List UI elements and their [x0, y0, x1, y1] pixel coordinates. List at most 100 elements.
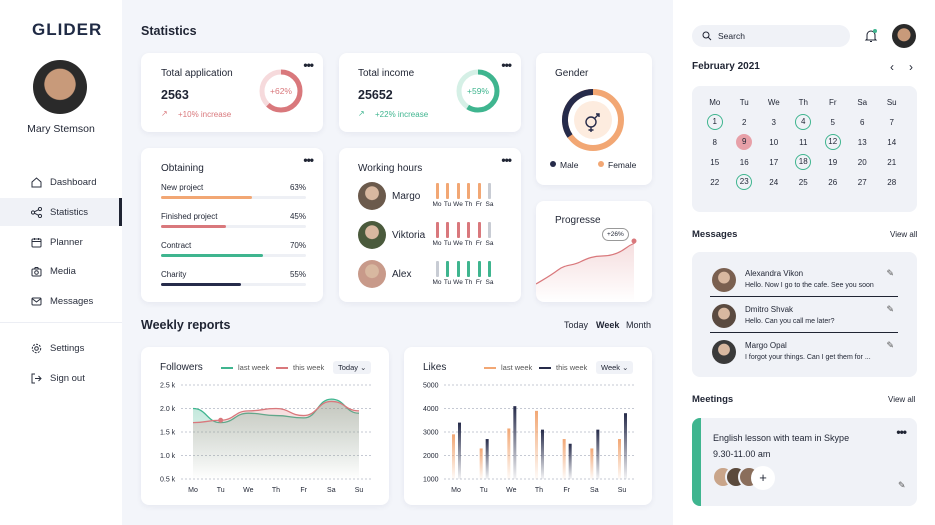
- bar: [452, 434, 455, 479]
- hour-bar: [456, 183, 460, 199]
- edit-icon[interactable]: ✎: [886, 268, 894, 278]
- calendar-day[interactable]: 13: [857, 137, 867, 147]
- hour-bar: [456, 261, 460, 277]
- calendar-day[interactable]: 12: [818, 132, 848, 152]
- weekday-label: Su: [886, 97, 897, 107]
- trend-up-icon: ↗: [161, 109, 168, 118]
- legend-last-week: last week: [221, 363, 269, 372]
- messages-title: Messages: [692, 229, 738, 240]
- search-box[interactable]: Search: [692, 25, 850, 47]
- calendar-day[interactable]: 14: [887, 137, 897, 147]
- messages-view-all[interactable]: View all: [890, 230, 918, 239]
- calendar-day[interactable]: 18: [789, 152, 819, 172]
- bar: [596, 429, 600, 479]
- nav-messages[interactable]: Messages: [0, 287, 122, 315]
- calendar-day[interactable]: 4: [789, 112, 819, 132]
- message-item[interactable]: Alexandra Vikon Hello. Now I go to the c…: [710, 260, 898, 300]
- calendar-day[interactable]: 3: [771, 117, 776, 127]
- day-label: Fr: [475, 279, 483, 286]
- x-tick-label: Mo: [451, 487, 461, 494]
- more-icon[interactable]: •••: [501, 58, 512, 72]
- message-item[interactable]: Dmitro Shvak Hello. Can you call me late…: [710, 296, 898, 336]
- message-sender: Margo Opal: [745, 341, 787, 350]
- ring-label: +59%: [467, 86, 489, 96]
- calendar-day[interactable]: 5: [830, 117, 835, 127]
- calendar-day[interactable]: 20: [857, 157, 867, 167]
- share-icon: [30, 206, 43, 218]
- day-label: Sa: [485, 240, 494, 247]
- nav-settings[interactable]: Settings: [0, 334, 122, 362]
- app-logo: GLIDER: [32, 20, 103, 39]
- weekday-label: Sa: [857, 97, 868, 107]
- person-name: Margo: [392, 190, 421, 202]
- hour-bar: [477, 183, 481, 199]
- calendar-day[interactable]: 15: [710, 157, 720, 167]
- person-name: Alex: [392, 268, 412, 280]
- edit-icon[interactable]: ✎: [886, 340, 894, 350]
- more-icon[interactable]: •••: [501, 153, 512, 167]
- more-icon[interactable]: •••: [303, 58, 314, 72]
- nav-statistics[interactable]: Statistics: [0, 198, 122, 226]
- day-label: We: [453, 201, 463, 208]
- user-avatar[interactable]: [33, 60, 87, 114]
- hour-bar-col: Fr: [474, 222, 484, 247]
- highlight-point: [218, 417, 224, 423]
- calendar-day[interactable]: 25: [798, 177, 808, 187]
- period-month[interactable]: Month: [626, 320, 652, 330]
- header-avatar[interactable]: [892, 24, 916, 48]
- hour-bar: [446, 222, 449, 238]
- likes-dropdown[interactable]: Week ⌄: [596, 361, 634, 374]
- calendar-day[interactable]: 17: [769, 157, 779, 167]
- progress-sparkline: [536, 238, 637, 302]
- calendar-day[interactable]: 23: [730, 172, 760, 192]
- edit-icon[interactable]: ✎: [898, 480, 906, 490]
- obtaining-track: [161, 283, 306, 286]
- meeting-card[interactable]: English lesson with team in Skype 9.30-1…: [692, 418, 917, 506]
- calendar-day[interactable]: 6: [860, 117, 865, 127]
- card-title: Progresse: [555, 215, 601, 226]
- nav-planner[interactable]: Planner: [0, 228, 122, 256]
- progress-badge: +26%: [602, 228, 629, 241]
- weekday-label: Fr: [828, 97, 837, 107]
- calendar-day[interactable]: 11: [799, 137, 808, 147]
- calendar-day[interactable]: 22: [710, 177, 720, 187]
- calendar-day[interactable]: 28: [887, 177, 897, 187]
- calendar-day[interactable]: 19: [828, 157, 838, 167]
- nav-signout[interactable]: Sign out: [0, 364, 122, 392]
- bar: [541, 429, 544, 479]
- calendar-day[interactable]: 2: [742, 117, 747, 127]
- calendar-day[interactable]: 1: [700, 112, 730, 132]
- followers-dropdown[interactable]: Today ⌄: [333, 361, 372, 374]
- meetings-view-all[interactable]: View all: [888, 395, 916, 404]
- calendar-day[interactable]: 8: [712, 137, 717, 147]
- followers-card: Followers last week this week Today ⌄ 2.…: [141, 347, 389, 505]
- next-month-icon[interactable]: ›: [909, 60, 913, 74]
- calendar-day[interactable]: 10: [769, 137, 779, 147]
- search-input[interactable]: Search: [718, 31, 745, 41]
- period-week[interactable]: Week: [596, 320, 620, 330]
- y-tick-label: 2.0 k: [160, 406, 176, 413]
- period-today[interactable]: Today: [564, 320, 589, 330]
- calendar-day[interactable]: 24: [769, 177, 779, 187]
- x-tick-label: Fr: [563, 487, 570, 494]
- add-attendee-button[interactable]: +: [751, 466, 775, 490]
- prev-month-icon[interactable]: ‹: [890, 60, 894, 74]
- calendar-day[interactable]: 7: [889, 117, 894, 127]
- legend-this-week: this week: [539, 363, 587, 372]
- y-tick-label: 1.0 k: [160, 453, 176, 460]
- nav-media[interactable]: Media: [0, 257, 122, 285]
- calendar-day[interactable]: 27: [857, 177, 867, 187]
- edit-icon[interactable]: ✎: [886, 304, 894, 314]
- bell-icon[interactable]: [864, 28, 878, 44]
- nav-dashboard[interactable]: Dashboard: [0, 168, 122, 196]
- calendar-day[interactable]: 16: [739, 157, 749, 167]
- legend-last-week: last week: [484, 363, 532, 372]
- calendar-day[interactable]: 26: [828, 177, 838, 187]
- bar: [479, 448, 483, 479]
- calendar-day[interactable]: 9: [730, 132, 760, 152]
- more-icon[interactable]: •••: [303, 153, 314, 167]
- message-item[interactable]: Margo Opal I forgot your things. Can I g…: [710, 332, 898, 372]
- calendar-day[interactable]: 21: [887, 157, 897, 167]
- hour-bar-col: Th: [464, 222, 474, 247]
- more-icon[interactable]: •••: [896, 425, 907, 439]
